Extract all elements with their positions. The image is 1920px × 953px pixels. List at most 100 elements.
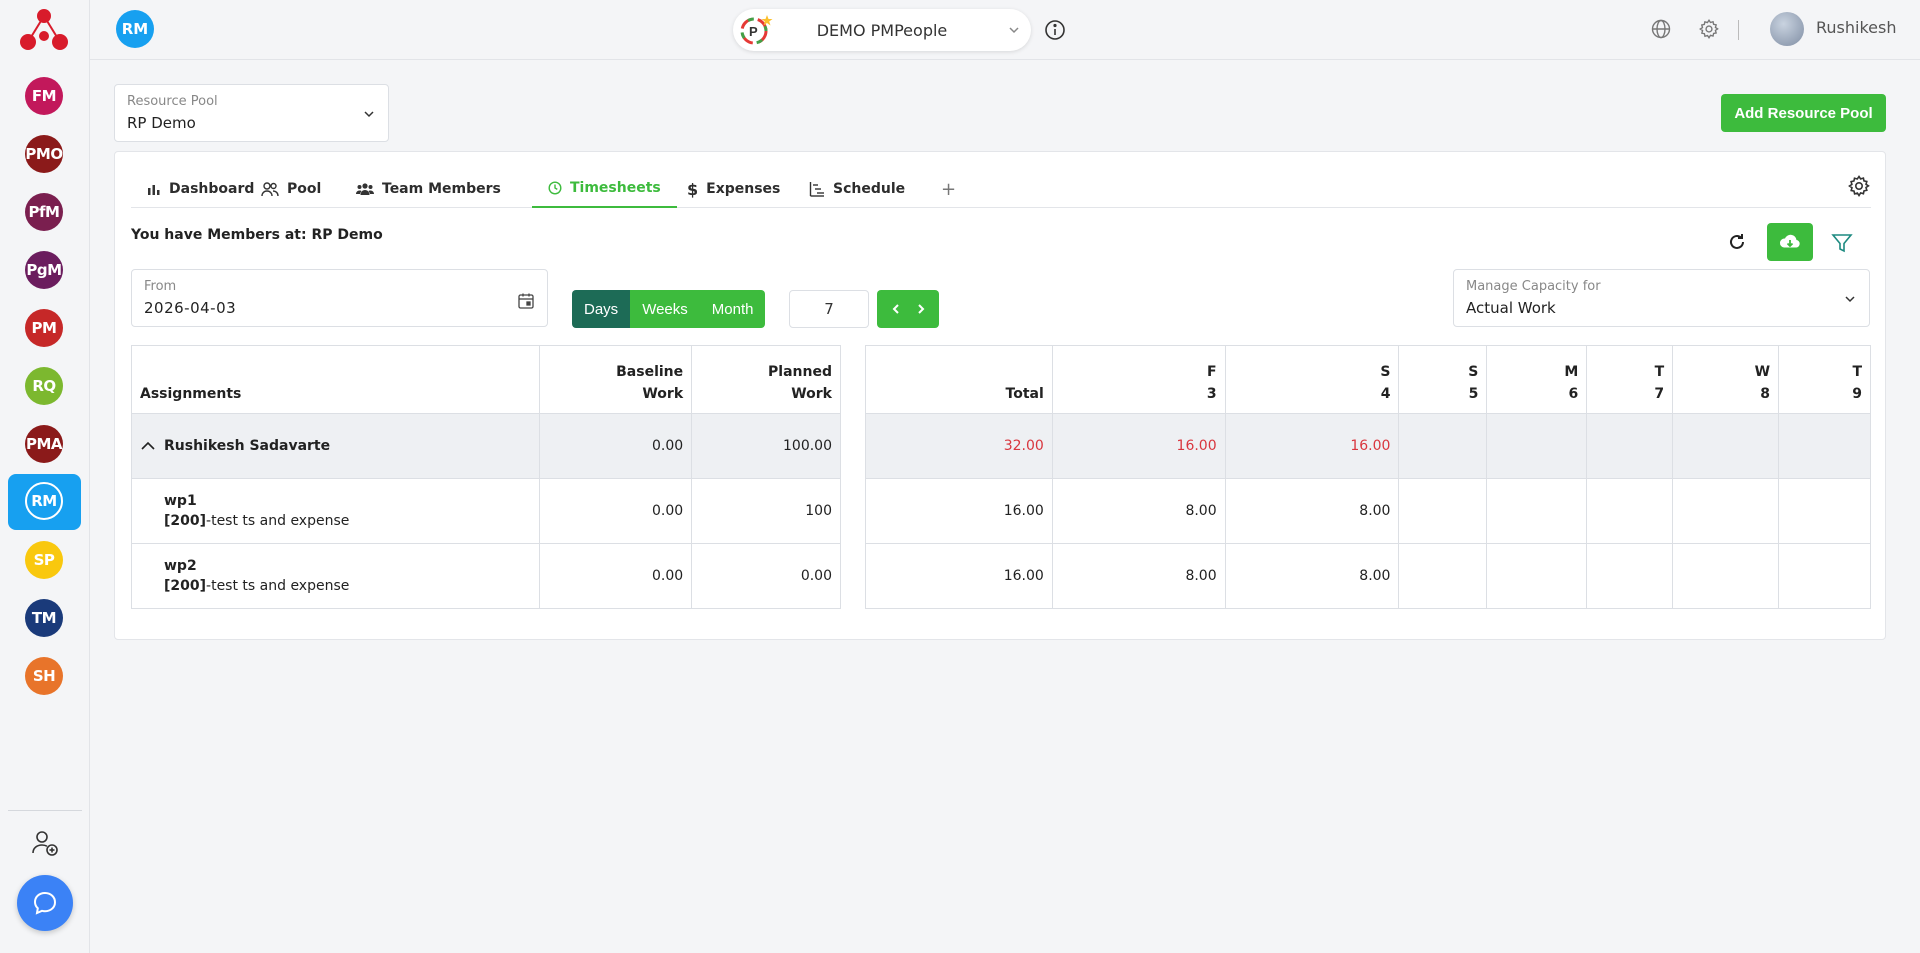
table-row[interactable]: wp2 [200]-test ts and expense 0.00 0.00: [130, 543, 841, 609]
total-header: Total: [865, 345, 1053, 414]
globe-icon[interactable]: [1650, 18, 1672, 40]
gear-icon[interactable]: [1847, 174, 1871, 198]
hours-cell[interactable]: [1672, 478, 1780, 544]
chevron-left-icon[interactable]: [889, 302, 903, 316]
table-row[interactable]: wp1 [200]-test ts and expense 0.00 100: [130, 478, 841, 544]
baseline-work-header: Baseline Work: [539, 345, 693, 414]
hours-cell[interactable]: 8.00: [1224, 543, 1400, 609]
download-button[interactable]: [1767, 223, 1813, 261]
add-tab-button[interactable]: +: [925, 170, 972, 208]
project-label: [200]-test ts and expense: [164, 513, 350, 529]
hours-cell[interactable]: [1398, 543, 1488, 609]
from-date-field[interactable]: From 2026-04-03: [131, 269, 548, 327]
sidebar-divider: [8, 810, 82, 811]
hours-cell[interactable]: [1486, 478, 1588, 544]
hours-cell[interactable]: 8.00: [1051, 478, 1226, 544]
table-cell: [1778, 413, 1871, 479]
gantt-icon: [809, 182, 824, 197]
chat-icon: [33, 891, 57, 915]
module-rq-button[interactable]: RQ: [25, 367, 63, 405]
hours-cell[interactable]: [1778, 543, 1871, 609]
module-sh-button[interactable]: SH: [25, 657, 63, 695]
hours-cell[interactable]: 8.00: [1051, 543, 1226, 609]
module-pfm-button[interactable]: PfM: [25, 193, 63, 231]
hours-cell[interactable]: [1778, 478, 1871, 544]
hours-cell[interactable]: [1486, 543, 1588, 609]
hours-cell[interactable]: 8.00: [1224, 478, 1400, 544]
module-pma-button[interactable]: PMA: [25, 425, 63, 463]
module-tm-button[interactable]: TM: [25, 599, 63, 637]
work-package-name: wp1: [164, 493, 197, 509]
assignments-header: Assignments: [130, 345, 541, 414]
svg-text:P: P: [749, 24, 758, 39]
tab-dashboard[interactable]: Dashboard: [131, 170, 270, 208]
users-icon: [261, 182, 279, 197]
view-weeks-button[interactable]: Weeks: [630, 290, 700, 328]
chat-button[interactable]: [17, 875, 73, 931]
module-rm-button[interactable]: RM: [25, 482, 63, 520]
user-name[interactable]: Rushikesh: [1816, 18, 1897, 37]
tab-schedule[interactable]: Schedule: [793, 170, 921, 208]
chevron-down-icon: [1009, 27, 1019, 34]
hours-cell[interactable]: [1672, 543, 1780, 609]
chevron-up-icon[interactable]: [140, 438, 156, 454]
hours-cell[interactable]: [1586, 478, 1674, 544]
refresh-icon[interactable]: [1727, 232, 1747, 252]
info-icon[interactable]: [1044, 19, 1066, 41]
calendar-icon[interactable]: [517, 292, 535, 310]
tab-expenses[interactable]: $ Expenses: [671, 170, 796, 208]
table-cell: [1486, 413, 1588, 479]
table-cell: 32.00: [865, 413, 1053, 479]
module-avatar[interactable]: RM: [116, 10, 154, 48]
table-cell: [1398, 413, 1488, 479]
period-count-input[interactable]: 7: [789, 290, 869, 328]
add-user-icon[interactable]: [30, 828, 60, 858]
filter-icon[interactable]: [1831, 232, 1853, 254]
settings-icon[interactable]: [1698, 18, 1720, 40]
table-cell: 16.00: [1224, 413, 1400, 479]
chevron-right-icon[interactable]: [914, 302, 928, 316]
cloud-download-icon: [1779, 234, 1800, 248]
user-avatar[interactable]: [1770, 12, 1804, 46]
module-pm-button[interactable]: PM: [25, 309, 63, 347]
module-pgm-button[interactable]: PgM: [25, 251, 63, 289]
project-label: [200]-test ts and expense: [164, 578, 350, 594]
planned-work-header: Planned Work: [691, 345, 841, 414]
table-cell: 100: [691, 478, 841, 544]
tab-pool[interactable]: Pool: [245, 170, 337, 208]
resource-group-row[interactable]: Rushikesh Sadavarte 0.00 100.00: [130, 413, 841, 479]
tab-timesheets[interactable]: Timesheets: [532, 170, 677, 208]
view-days-button[interactable]: Days: [572, 290, 631, 328]
add-resource-pool-button[interactable]: Add Resource Pool: [1721, 94, 1886, 132]
module-fm-button[interactable]: FM: [25, 77, 63, 115]
hours-cell[interactable]: [1586, 543, 1674, 609]
tab-label: Dashboard: [169, 181, 255, 197]
app-logo[interactable]: [18, 6, 70, 52]
module-pmo-button[interactable]: PMO: [25, 135, 63, 173]
tab-team-members[interactable]: Team Members: [340, 170, 517, 208]
manage-capacity-select[interactable]: Manage Capacity for Actual Work: [1453, 269, 1870, 327]
table-cell: 100.00: [691, 413, 841, 479]
period-nav: [877, 290, 939, 328]
organization-selector[interactable]: P DEMO PMPeople: [733, 9, 1031, 51]
table-cell: 16.00: [865, 543, 1053, 609]
chevron-down-icon: [364, 111, 374, 118]
topbar-separator: [1738, 20, 1739, 40]
view-month-button[interactable]: Month: [699, 290, 766, 328]
work-package-name: wp2: [164, 558, 197, 574]
resource-pool-select[interactable]: Resource Pool RP Demo: [114, 84, 389, 142]
plus-icon: +: [941, 178, 957, 200]
module-sp-button[interactable]: SP: [25, 541, 63, 579]
resource-pool-label: Resource Pool: [127, 94, 218, 109]
tab-label: Timesheets: [570, 180, 661, 196]
organization-name: DEMO PMPeople: [816, 20, 948, 40]
table-cell: 0.00: [539, 413, 693, 479]
hours-cell[interactable]: [1398, 478, 1488, 544]
